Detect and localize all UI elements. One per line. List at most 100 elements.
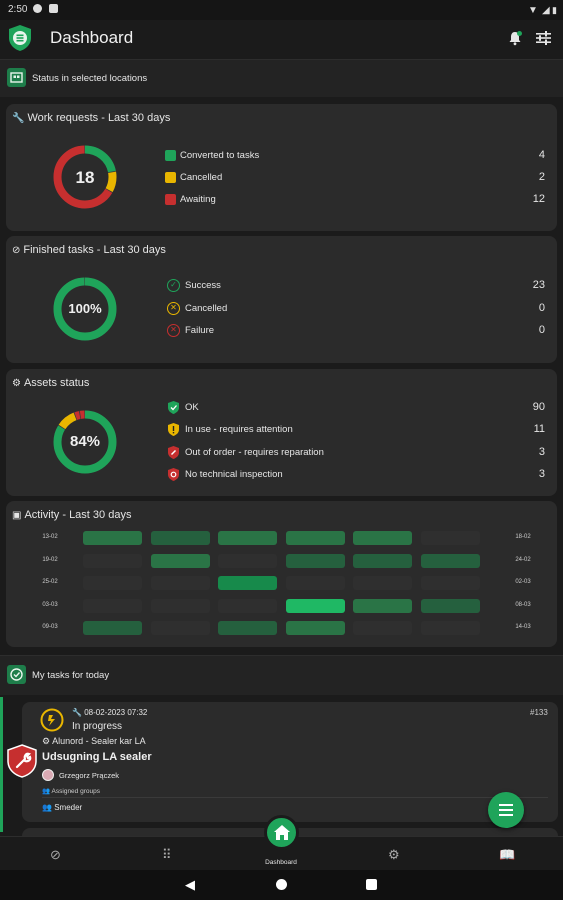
activity-day-cell[interactable] [218,621,277,635]
legend-success: ✓ Success 23 [165,279,545,293]
activity-day-cell[interactable] [83,621,142,635]
app-logo-shield-icon [9,25,31,51]
activity-day-cell[interactable] [83,531,142,545]
assets-status-card[interactable]: ⚙ Assets status 84% OK 90 In use - requir… [6,369,557,496]
failure-x-icon: ✕ [167,324,180,337]
assets-status-percent: 84% [69,433,101,450]
no-inspection-value: 3 [538,468,545,480]
app-bar: Dashboard [0,20,563,58]
task-accent-bar [0,697,3,832]
activity-title: ▣ Activity - Last 30 days [12,509,131,521]
activity-card[interactable]: ▣ Activity - Last 30 days 13-02 18-02 19-02… [6,501,557,647]
activity-day-cell[interactable] [150,598,210,613]
cancelled-tasks-label: Cancelled [185,303,228,314]
signal-icon: ◢ [542,5,550,16]
nav-tasks-check-icon[interactable]: ⊘ [50,847,61,862]
activity-day-cell[interactable] [420,553,480,568]
assigned-groups: 👥 Assigned groups [42,788,100,795]
activity-day-cell[interactable] [285,621,345,635]
ok-value: 90 [532,401,545,413]
task-card[interactable]: 🔧 08-02-2023 07:32 #133 In progress ⚙ Al… [22,702,558,822]
legend-no-inspection: No technical inspection 3 [165,468,545,482]
activity-day-cell[interactable] [218,576,277,590]
activity-day-cell[interactable] [420,576,480,590]
awaiting-swatch [165,194,176,205]
activity-row-end-label: 24-02 [515,556,531,563]
attention-shield-icon [168,423,179,436]
status-section-header: Status in selected locations [0,59,563,97]
filter-sliders-icon[interactable] [536,31,551,45]
finished-tasks-card[interactable]: ⊘ Finished tasks - Last 30 days 100% ✓ Su… [6,236,557,363]
nav-dashboard-button[interactable] [264,815,299,850]
activity-day-cell[interactable] [150,531,210,545]
activity-day-cell[interactable] [83,576,142,590]
home-icon [274,825,290,840]
recents-square-icon[interactable] [366,879,377,890]
converted-label: Converted to tasks [180,150,260,161]
notification-bell-icon[interactable] [507,30,523,46]
task-datetime: 🔧 08-02-2023 07:32 [72,708,148,717]
task-number: #133 [530,708,548,717]
app-notification-icon [33,4,42,13]
awaiting-label: Awaiting [180,194,216,205]
legend-in-use: In use - requires attention 11 [165,423,545,437]
in-use-label: In use - requires attention [185,424,293,435]
activity-day-cell[interactable] [353,598,412,613]
battery-icon: ▮ [552,5,557,15]
activity-day-cell[interactable] [353,576,412,590]
activity-day-cell[interactable] [83,598,142,613]
activity-title-text: Activity - Last 30 days [24,509,132,521]
nav-book-icon[interactable]: 📖 [499,847,516,862]
check-circle-icon: ⊘ [12,245,21,256]
activity-day-cell[interactable] [420,531,480,545]
awaiting-value: 12 [532,193,545,205]
menu-fab-button[interactable] [488,792,524,828]
activity-row-start-label: 09-03 [42,624,58,630]
task-divider [42,797,548,798]
activity-day-cell[interactable] [218,553,277,568]
locations-icon [7,68,26,87]
nav-apps-grid-icon[interactable]: ⠿ [162,847,172,862]
activity-day-cell[interactable] [218,531,277,545]
assigned-groups-label: Assigned groups [51,788,100,795]
activity-day-cell[interactable] [420,598,480,613]
activity-day-cell[interactable] [285,598,345,613]
back-icon[interactable]: ◀ [185,877,195,892]
cancelled-value: 2 [538,171,545,183]
nav-assets-icon[interactable]: ⚙ [388,847,400,862]
activity-day-cell[interactable] [150,553,210,568]
activity-day-cell[interactable] [353,531,412,545]
assets-status-segment-0 [53,410,117,474]
success-value: 23 [532,279,545,291]
activity-day-cell[interactable] [285,576,345,590]
work-requests-donut [53,145,117,209]
robot-arm-icon: ⚙ [12,378,21,389]
task-group: 👥 Smeder [42,803,83,812]
ok-shield-icon [168,401,179,414]
activity-day-cell[interactable] [150,621,210,635]
work-requests-title: 🔧 Work requests - Last 30 days [12,112,170,124]
status-section-label: Status in selected locations [32,73,148,84]
activity-day-cell[interactable] [83,553,142,568]
assets-status-title: ⚙ Assets status [12,377,89,389]
activity-day-cell[interactable] [353,621,412,635]
failure-value: 0 [538,324,545,336]
home-circle-icon[interactable] [276,879,287,890]
legend-out-of-order: Out of order - requires reparation 3 [165,446,545,460]
activity-day-cell[interactable] [285,553,345,568]
activity-day-cell[interactable] [420,621,480,635]
activity-day-cell[interactable] [150,576,210,590]
activity-day-cell[interactable] [218,598,277,613]
activity-day-cell[interactable] [285,531,345,545]
activity-row-end-label: 14-03 [515,624,531,630]
activity-row-start-label: 25-02 [42,579,58,585]
work-requests-card[interactable]: 🔧 Work requests - Last 30 days 18 Convert… [6,104,557,231]
system-status-bar: 2:50 ▼ ◢ ▮ [0,0,563,20]
assignee-name: Grzegorz Prączek [59,771,120,780]
activity-day-cell[interactable] [353,553,412,568]
nav-dashboard-label: Dashboard [265,859,297,866]
assignee-avatar [42,769,54,781]
task-datetime-text: 08-02-2023 07:32 [84,708,148,717]
work-order-badge-icon [7,744,37,778]
activity-row-end-label: 02-03 [515,579,531,585]
